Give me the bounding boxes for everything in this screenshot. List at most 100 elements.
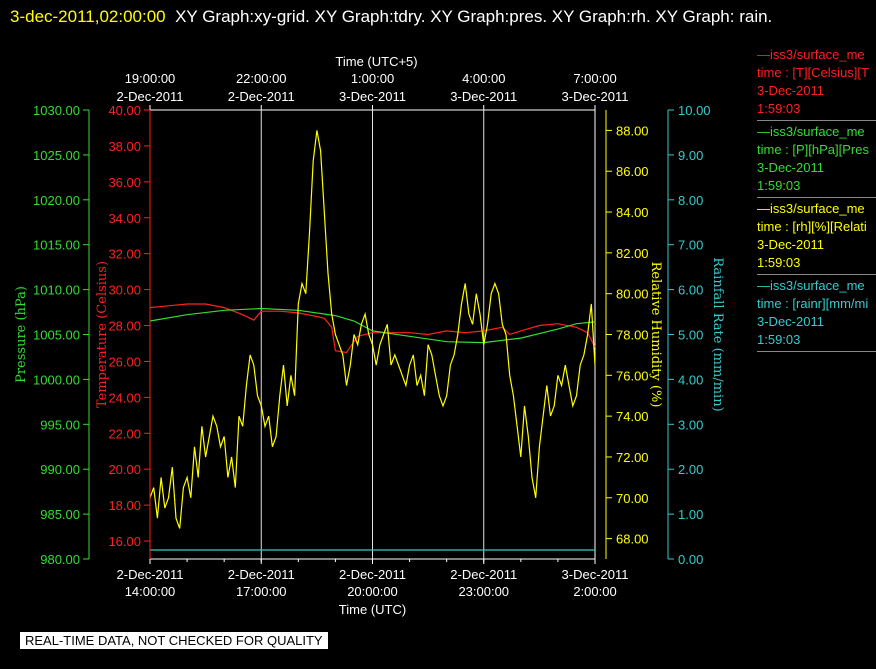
pressure-tick-label: 1005.00 (33, 328, 80, 343)
legend-series-units: time : [rh][%][Relati (757, 219, 867, 234)
legend-series-name: —iss3/surface_me (757, 278, 865, 293)
temperature-tick-label: 20.00 (108, 462, 141, 477)
temperature-tick-label: 26.00 (108, 354, 141, 369)
pressure-tick-label: 980.00 (40, 552, 80, 567)
humidity-tick-label: 76.00 (616, 368, 649, 383)
x-tick-time: 17:00:00 (236, 584, 287, 599)
quality-note: REAL-TIME DATA, NOT CHECKED FOR QUALITY (20, 632, 328, 649)
humidity-tick-label: 74.00 (616, 409, 649, 424)
pressure-tick-label: 1010.00 (33, 283, 80, 298)
legend-series-units: time : [T][Celsius][T (757, 65, 869, 80)
pressure-tick-label: 990.00 (40, 462, 80, 477)
temperature-tick-label: 22.00 (108, 426, 141, 441)
temperature-tick-label: 18.00 (108, 498, 141, 513)
legend-series-date: 3-Dec-2011 (757, 314, 824, 329)
x-tick-time: 23:00:00 (458, 584, 509, 599)
header-timestamp: 3-dec-2011,02:00:00 (10, 7, 166, 26)
legend-series-name: —iss3/surface_me (757, 47, 865, 62)
humidity-tick-label: 70.00 (616, 491, 649, 506)
rain-tick-label: 8.00 (678, 193, 703, 208)
rain-tick-label: 7.00 (678, 238, 703, 253)
x-top-tick-time: 7:00:00 (573, 71, 616, 86)
pressure-axis-label: Pressure (hPa) (14, 286, 29, 383)
humidity-tick-label: 84.00 (616, 205, 649, 220)
rain-axis-label: Rainfall Rate (mm/min) (710, 257, 725, 411)
legend-series-name: —iss3/surface_me (757, 201, 865, 216)
humidity-axis-label: Relative Humidity (%) (648, 262, 663, 408)
humidity-tick-label: 82.00 (616, 246, 649, 261)
humidity-series-line (149, 130, 596, 529)
legend-series-name: —iss3/surface_me (757, 124, 865, 139)
humidity-tick-label: 88.00 (616, 123, 649, 138)
x-top-tick-date: 3-Dec-2011 (339, 89, 406, 104)
temperature-tick-label: 30.00 (108, 283, 141, 298)
rain-tick-label: 9.00 (678, 148, 703, 163)
x-top-tick-time: 4:00:00 (462, 71, 505, 86)
temperature-tick-label: 24.00 (108, 390, 141, 405)
rain-tick-label: 5.00 (678, 328, 703, 343)
temperature-tick-label: 34.00 (108, 211, 141, 226)
legend-series-units: time : [rainr][mm/mi (757, 296, 869, 311)
header-title: 3-dec-2011,02:00:00 XY Graph:xy-grid. XY… (10, 2, 860, 31)
rain-tick-label: 3.00 (678, 417, 703, 432)
legend-series-units: time : [P][hPa][Pres (757, 142, 869, 157)
temperature-tick-label: 32.00 (108, 247, 141, 262)
x-top-axis-label: Time (UTC+5) (335, 54, 417, 69)
x-tick-time: 14:00:00 (125, 584, 176, 599)
temperature-tick-label: 16.00 (108, 534, 141, 549)
x-tick-time: 2:00:00 (573, 584, 616, 599)
pressure-tick-label: 1025.00 (33, 148, 80, 163)
x-top-tick-date: 3-Dec-2011 (562, 89, 629, 104)
x-top-tick-date: 2-Dec-2011 (228, 89, 295, 104)
pressure-tick-label: 985.00 (40, 507, 80, 522)
rain-tick-label: 4.00 (678, 372, 703, 387)
x-tick-date: 2-Dec-2011 (228, 567, 295, 582)
rain-tick-label: 2.00 (678, 462, 703, 477)
x-top-tick-time: 1:00:00 (351, 71, 394, 86)
temperature-tick-label: 38.00 (108, 139, 141, 154)
humidity-tick-label: 80.00 (616, 287, 649, 302)
x-tick-date: 2-Dec-2011 (450, 567, 517, 582)
temperature-tick-label: 36.00 (108, 175, 141, 190)
header-graph-names: XY Graph:xy-grid. XY Graph:tdry. XY Grap… (175, 7, 773, 26)
temperature-axis-label: Temperature (Celsius) (95, 261, 110, 408)
rain-tick-label: 1.00 (678, 507, 703, 522)
pressure-tick-label: 1015.00 (33, 238, 80, 253)
pressure-series-line (149, 307, 596, 344)
rain-tick-label: 10.00 (678, 103, 711, 118)
temperature-series-line (149, 303, 596, 354)
legend-series-date: 3-Dec-2011 (757, 237, 824, 252)
humidity-tick-label: 68.00 (616, 532, 649, 547)
pressure-tick-label: 1030.00 (33, 103, 80, 118)
legend: —iss3/surface_me time : [T][Celsius][T 3-D… (757, 46, 876, 354)
x-top-tick-time: 19:00:00 (125, 71, 176, 86)
legend-series-date: 3-Dec-2011 (757, 83, 824, 98)
x-top-tick-date: 3-Dec-2011 (450, 89, 517, 104)
x-tick-date: 2-Dec-2011 (117, 567, 184, 582)
legend-series-date: 3-Dec-2011 (757, 160, 824, 175)
humidity-tick-label: 86.00 (616, 164, 649, 179)
pressure-tick-label: 1000.00 (33, 372, 80, 387)
x-top-tick-time: 22:00:00 (236, 71, 287, 86)
legend-series-time: 1:59:03 (757, 101, 801, 116)
humidity-tick-label: 72.00 (616, 450, 649, 465)
legend-series-time: 1:59:03 (757, 255, 801, 270)
temperature-tick-label: 40.00 (108, 103, 141, 118)
x-top-tick-date: 2-Dec-2011 (117, 89, 184, 104)
rain-tick-label: 6.00 (678, 283, 703, 298)
temperature-tick-label: 28.00 (108, 319, 141, 334)
x-tick-date: 2-Dec-2011 (339, 567, 406, 582)
pressure-tick-label: 995.00 (40, 417, 80, 432)
x-axis-label: Time (UTC) (339, 602, 406, 617)
x-tick-time: 20:00:00 (347, 584, 398, 599)
x-tick-date: 3-Dec-2011 (562, 567, 629, 582)
pressure-tick-label: 1020.00 (33, 193, 80, 208)
legend-series-time: 1:59:03 (757, 178, 801, 193)
humidity-tick-label: 78.00 (616, 328, 649, 343)
legend-series-time: 1:59:03 (757, 332, 801, 347)
